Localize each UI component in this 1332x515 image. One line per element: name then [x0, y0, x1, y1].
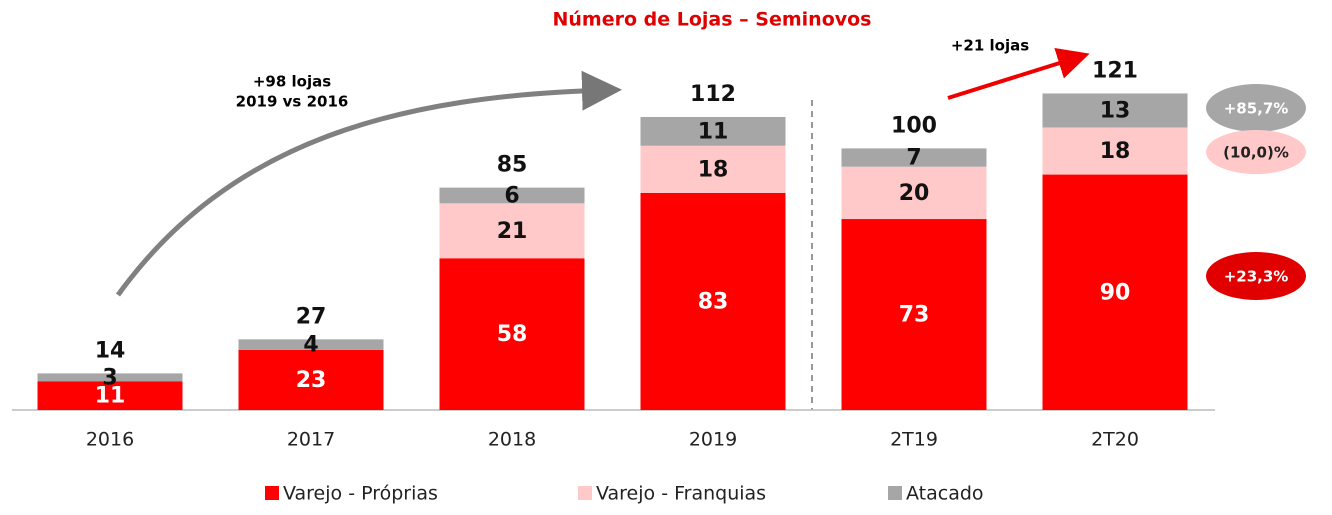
bar-segment [37, 373, 183, 382]
total-label: 27 [296, 304, 327, 329]
bar-segment [640, 117, 786, 146]
bar-segment [1042, 174, 1188, 410]
bar-segment [841, 219, 987, 410]
data-label: 11 [95, 384, 126, 409]
bar-segment [238, 339, 384, 350]
bar-segment [841, 166, 987, 220]
data-label: 58 [497, 322, 528, 347]
bar-segment [841, 148, 987, 167]
data-label: 6 [504, 183, 519, 208]
legend-label: Varejo - Próprias [283, 483, 438, 505]
data-label: 18 [1100, 139, 1131, 164]
data-label: 20 [899, 181, 930, 206]
badge [1206, 130, 1306, 174]
badge-label: (10,0)% [1223, 144, 1289, 162]
badge-label: +23,3% [1224, 268, 1289, 286]
data-label: 23 [296, 368, 327, 393]
bar-segment [238, 349, 384, 410]
data-label: 18 [698, 157, 729, 182]
data-label: 11 [698, 119, 729, 144]
data-label: 90 [1100, 280, 1131, 305]
data-label: 4 [303, 333, 318, 358]
x-tick-label: 2016 [86, 429, 134, 451]
legend-swatch [578, 486, 592, 500]
x-tick-label: 2018 [488, 429, 536, 451]
annotation: +21 lojas [951, 37, 1029, 55]
annotation: 2019 vs 2016 [236, 93, 349, 111]
legend-label: Atacado [906, 483, 984, 505]
growth-arrow [115, 70, 622, 297]
growth-arrow [947, 47, 1090, 100]
badge [1206, 84, 1306, 132]
bar-segment [439, 258, 585, 410]
data-label: 21 [497, 219, 528, 244]
bar-segment [1042, 127, 1188, 175]
badge-label: +85,7% [1224, 100, 1289, 118]
bar-segment [439, 203, 585, 259]
total-label: 121 [1092, 58, 1138, 83]
bar-segment [640, 145, 786, 193]
x-tick-label: 2017 [287, 429, 335, 451]
legend-label: Varejo - Franquias [596, 483, 766, 505]
data-label: 83 [698, 289, 729, 314]
x-tick-label: 2T19 [890, 429, 938, 451]
bar-segment [640, 192, 786, 410]
data-label: 73 [899, 303, 930, 328]
legend-swatch [888, 486, 902, 500]
chart-title: Número de Lojas – Seminovos [553, 9, 872, 31]
annotation: +98 lojas [253, 73, 331, 91]
total-label: 100 [891, 113, 937, 138]
bar-segment [37, 381, 183, 410]
data-label: 7 [906, 146, 921, 171]
total-label: 14 [95, 338, 126, 363]
total-label: 85 [497, 153, 528, 178]
bar-segment [1042, 93, 1188, 128]
data-label: 3 [102, 365, 117, 390]
data-label: 13 [1100, 98, 1131, 123]
bar-segment [439, 187, 585, 204]
badge [1206, 252, 1306, 300]
x-tick-label: 2019 [689, 429, 737, 451]
x-tick-label: 2T20 [1091, 429, 1139, 451]
total-label: 112 [690, 82, 736, 107]
legend-swatch [265, 486, 279, 500]
